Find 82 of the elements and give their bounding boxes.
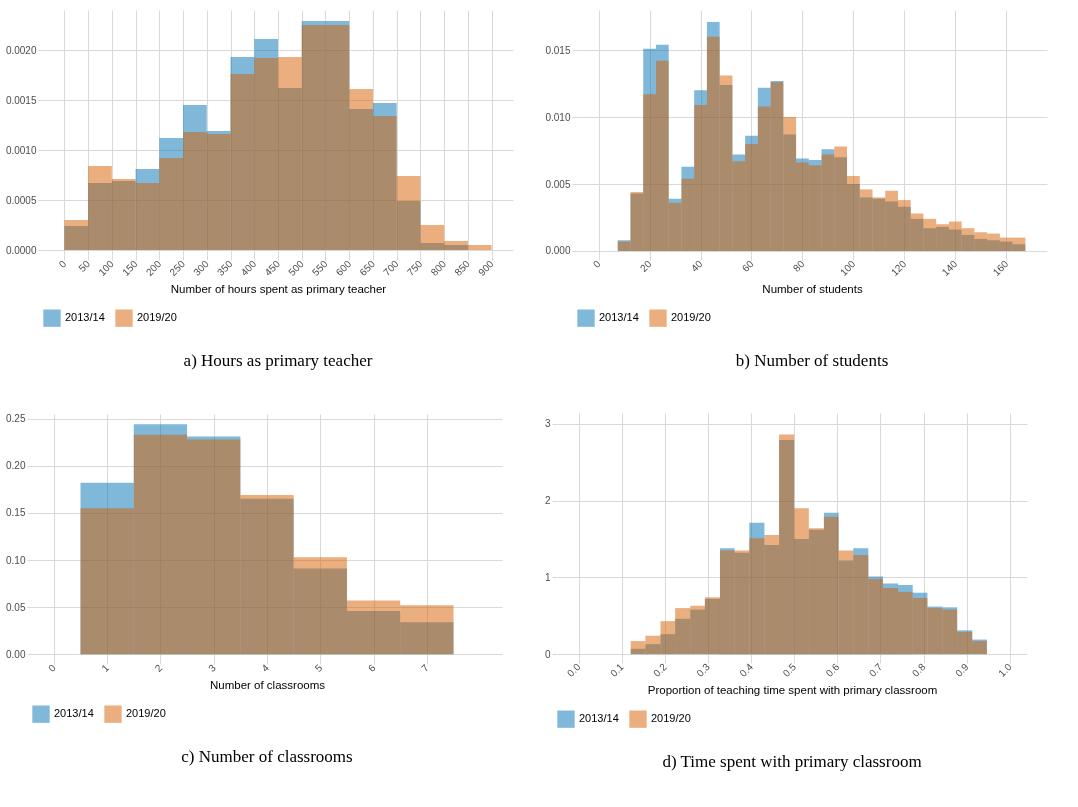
y-tick-label: 0.0000 bbox=[5, 244, 37, 256]
x-tick-label: 0.2 bbox=[651, 660, 670, 679]
x-tick-label: 4 bbox=[259, 661, 272, 674]
x-tick-label: 0 bbox=[56, 257, 69, 270]
legend-label: 2019/20 bbox=[137, 311, 177, 324]
x-tick-label: 300 bbox=[191, 257, 212, 278]
y-tick-label: 0.10 bbox=[6, 554, 26, 566]
x-tick-label: 850 bbox=[452, 257, 473, 278]
y-tick-label: 2 bbox=[544, 495, 551, 507]
x-tick-label: 2 bbox=[152, 661, 165, 674]
x-tick-label: 400 bbox=[238, 257, 259, 278]
x-tick-label: 120 bbox=[888, 257, 909, 278]
x-tick-label: 350 bbox=[214, 257, 235, 278]
text: b) Number of students bbox=[735, 351, 889, 370]
y-tick-label: 1 bbox=[544, 571, 551, 583]
x-tick-label: 100 bbox=[96, 257, 117, 278]
x-tick-label: 3 bbox=[206, 661, 219, 674]
x-tick-label: 100 bbox=[837, 257, 858, 278]
text: d) Time spent with primary classroom bbox=[662, 752, 922, 771]
x-tick-label: 500 bbox=[286, 257, 307, 278]
y-tick-label: 0.20 bbox=[6, 460, 26, 472]
x-tick-label: 1.0 bbox=[996, 660, 1015, 679]
x-tick-label: 0.7 bbox=[866, 660, 885, 679]
y-tick-label: 0.15 bbox=[6, 507, 26, 519]
x-tick-label: 140 bbox=[939, 257, 960, 278]
text: c) Number of classrooms bbox=[181, 747, 353, 766]
x-tick-label: 750 bbox=[404, 257, 425, 278]
legend-label: 2019/20 bbox=[126, 707, 166, 720]
x-tick-label: 800 bbox=[428, 257, 449, 278]
y-tick-label: 0 bbox=[544, 648, 551, 660]
x-tick-label: 50 bbox=[76, 257, 93, 274]
y-tick-label: 0.25 bbox=[6, 413, 26, 425]
legend-label: 2013/14 bbox=[579, 712, 619, 725]
x-tick-label: 0.0 bbox=[564, 660, 583, 679]
x-tick-label: 1 bbox=[99, 661, 112, 674]
x-tick-label: 250 bbox=[167, 257, 188, 278]
legend-label: 2013/14 bbox=[65, 311, 105, 324]
y-tick-label: 0.0020 bbox=[5, 44, 37, 56]
x-axis-title: Number of students bbox=[762, 282, 863, 295]
x-tick-label: 0.5 bbox=[780, 660, 799, 679]
x-axis-title: Proportion of teaching time spent with primary classroom bbox=[647, 683, 938, 696]
x-tick-label: 0.1 bbox=[608, 660, 627, 679]
x-tick-label: 0.4 bbox=[737, 660, 756, 679]
text: a) Hours as primary teacher bbox=[183, 351, 373, 370]
x-tick-label: 80 bbox=[790, 257, 807, 274]
x-tick-label: 0 bbox=[590, 257, 603, 270]
x-axis-title: Number of classrooms bbox=[209, 678, 326, 691]
y-tick-label: 0.010 bbox=[545, 111, 571, 123]
x-tick-label: 20 bbox=[637, 257, 654, 274]
x-tick-label: 550 bbox=[309, 257, 330, 278]
y-tick-label: 0.0005 bbox=[5, 194, 37, 206]
legend-label: 2013/14 bbox=[54, 707, 94, 720]
y-tick-label: 0.0015 bbox=[5, 94, 37, 106]
x-tick-label: 450 bbox=[262, 257, 283, 278]
y-tick-label: 0.0010 bbox=[5, 144, 37, 156]
x-tick-label: 0.6 bbox=[823, 660, 842, 679]
x-tick-label: 40 bbox=[688, 257, 705, 274]
legend-label: 2019/20 bbox=[651, 712, 691, 725]
x-tick-label: 7 bbox=[419, 661, 432, 674]
x-tick-label: 900 bbox=[476, 257, 496, 278]
x-tick-label: 0.9 bbox=[953, 660, 971, 679]
x-tick-label: 5 bbox=[312, 661, 325, 674]
x-tick-label: 650 bbox=[357, 257, 378, 278]
x-tick-label: 200 bbox=[143, 257, 164, 278]
x-tick-label: 0.3 bbox=[694, 660, 713, 679]
y-tick-label: 3 bbox=[544, 418, 551, 430]
x-tick-label: 0.8 bbox=[909, 660, 928, 679]
x-tick-label: 60 bbox=[739, 257, 756, 274]
x-tick-label: 6 bbox=[365, 661, 378, 674]
y-tick-label: 0.000 bbox=[545, 245, 571, 257]
x-tick-label: 700 bbox=[381, 257, 402, 278]
y-tick-label: 0.05 bbox=[6, 601, 26, 613]
x-tick-label: 150 bbox=[120, 257, 140, 278]
x-tick-label: 600 bbox=[333, 257, 354, 278]
x-tick-label: 0 bbox=[46, 661, 59, 674]
legend-label: 2013/14 bbox=[599, 311, 639, 324]
legend-label: 2019/20 bbox=[671, 311, 711, 324]
x-axis-title: Number of hours spent as primary teacher bbox=[170, 282, 387, 295]
y-tick-label: 0.00 bbox=[6, 648, 26, 660]
x-tick-label: 160 bbox=[990, 257, 1011, 278]
y-tick-label: 0.005 bbox=[545, 178, 571, 190]
y-tick-label: 0.015 bbox=[545, 44, 571, 56]
